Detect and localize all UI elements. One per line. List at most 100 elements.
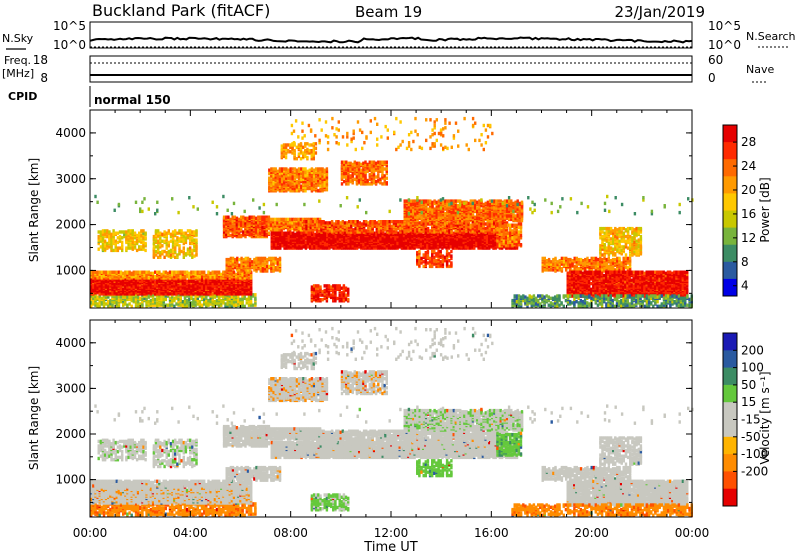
power-cell — [316, 220, 318, 223]
power-cell — [240, 216, 242, 219]
power-cell — [161, 233, 163, 236]
power-cell — [441, 246, 443, 249]
power-cell — [131, 272, 133, 275]
power-cell — [174, 240, 176, 243]
power-cell — [186, 271, 188, 274]
power-cell — [253, 216, 255, 219]
beam-label: Beam 19 — [355, 3, 422, 21]
power-cell — [230, 257, 232, 260]
power-cell — [182, 290, 184, 293]
power-cell — [141, 298, 143, 301]
power-cell — [266, 258, 268, 261]
power-cell — [376, 225, 378, 228]
power-cell — [195, 238, 197, 241]
power-cell — [112, 233, 114, 236]
power-cell — [132, 248, 134, 251]
power-cell — [235, 304, 237, 307]
power-cell — [92, 300, 94, 303]
power-cell — [252, 304, 254, 307]
power-cell — [169, 297, 171, 300]
power-cell — [272, 228, 274, 231]
power-cell — [238, 258, 240, 261]
power-cell — [357, 220, 359, 223]
power-cell — [157, 256, 159, 259]
power-cell — [365, 220, 367, 223]
power-cell — [145, 298, 147, 301]
power-cell — [275, 261, 277, 264]
power-cell — [174, 256, 176, 259]
nsearch-label: N.Search — [746, 30, 796, 43]
power-cell — [277, 266, 279, 269]
power-cell — [249, 269, 251, 272]
power-cell — [192, 271, 194, 274]
power-cell — [170, 249, 172, 252]
power-cell — [295, 218, 297, 221]
power-cell — [92, 275, 94, 278]
power-cell — [212, 292, 214, 295]
power-cell — [120, 271, 122, 274]
power-cell — [401, 220, 403, 223]
power-cell — [163, 240, 165, 243]
power-cell — [232, 257, 234, 260]
power-cell — [166, 242, 168, 245]
power-cell — [232, 225, 234, 228]
power-cell — [182, 271, 184, 274]
power-cell — [160, 273, 162, 276]
power-cell — [104, 229, 106, 232]
power-cell — [429, 229, 431, 232]
power-cell — [140, 234, 142, 237]
power-cell — [243, 258, 245, 261]
power-cell — [169, 271, 171, 274]
power-cell — [395, 220, 397, 223]
power-cell — [176, 253, 178, 256]
power-cell — [187, 229, 189, 232]
power-cell — [300, 232, 302, 235]
power-cell — [154, 301, 156, 304]
power-cell — [300, 218, 302, 221]
power-cell — [292, 232, 294, 235]
power-cell — [268, 232, 270, 235]
power-cell — [253, 258, 255, 261]
power-cell — [117, 236, 119, 239]
power-cell — [195, 304, 197, 307]
freq-label: Freq. — [4, 54, 31, 67]
power-cell — [163, 250, 165, 253]
power-cell — [193, 230, 195, 233]
power-cell — [191, 249, 193, 252]
nsky-strip: 10^5 10^0 10^5 10^0 N.Sky N.Search — [2, 19, 796, 52]
power-cell — [152, 298, 154, 301]
power-cell — [105, 271, 107, 274]
power-cell — [249, 233, 251, 236]
power-cell — [172, 254, 174, 257]
power-cell — [238, 218, 240, 221]
power-cell — [142, 241, 144, 244]
power-cell — [115, 232, 117, 235]
freq-tick-bottom: 8 — [40, 71, 48, 85]
power-cell — [102, 229, 104, 232]
power-cell — [244, 305, 246, 308]
power-cell — [161, 244, 163, 247]
power-cell — [279, 257, 281, 260]
power-cell — [144, 232, 146, 235]
power-cell — [180, 229, 182, 232]
power-cell — [270, 218, 272, 221]
power-cell — [352, 220, 354, 223]
power-cell — [378, 227, 380, 230]
power-cell — [234, 216, 236, 219]
power-cell — [163, 304, 165, 307]
power-cell — [335, 228, 337, 231]
power-cell — [111, 275, 113, 278]
power-cell — [144, 242, 146, 245]
power-cell — [223, 216, 225, 219]
power-cell — [118, 271, 120, 274]
power-cell — [264, 257, 266, 260]
power-cell — [220, 273, 222, 276]
power-cell — [118, 295, 120, 298]
power-cell — [122, 288, 124, 291]
power-cell — [262, 257, 264, 260]
power-cell — [137, 295, 139, 298]
power-cell — [350, 220, 352, 223]
power-cell — [298, 232, 300, 235]
power-cell — [145, 271, 147, 274]
